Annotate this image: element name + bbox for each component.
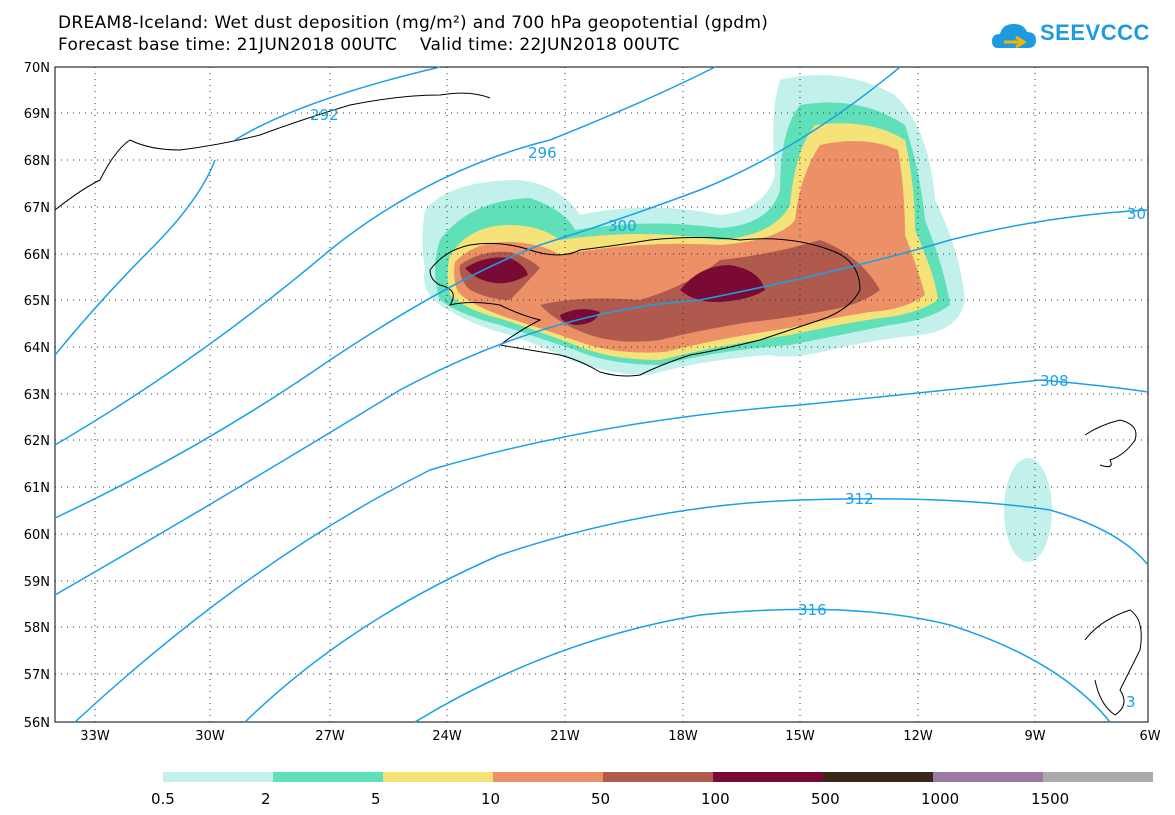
logo-text: SEEVCCC: [1040, 20, 1150, 45]
lat-label: 65N: [24, 294, 50, 309]
legend-swatch: [603, 772, 713, 782]
lat-label: 67N: [24, 201, 50, 216]
legend-swatch: [163, 772, 273, 782]
map-title: DREAM8-Iceland: Wet dust deposition (mg/…: [58, 13, 769, 33]
lon-label: 18W: [668, 729, 698, 744]
lon-label: 33W: [80, 729, 110, 744]
lat-label: 66N: [24, 248, 50, 263]
lat-label: 58N: [24, 621, 50, 636]
lat-label: 64N: [24, 341, 50, 356]
lat-label: 63N: [24, 388, 50, 403]
contour-label: 316: [798, 601, 827, 619]
lon-label: 9W: [1024, 729, 1045, 744]
contour-label: 30: [1127, 205, 1146, 223]
lat-label: 57N: [24, 668, 50, 683]
legend-colorbar: [163, 772, 1153, 782]
lat-label: 60N: [24, 528, 50, 543]
lat-label: 62N: [24, 434, 50, 449]
lon-label: 6W: [1139, 729, 1160, 744]
lon-label: 27W: [315, 729, 345, 744]
contour-label: 300: [608, 217, 637, 235]
legend-label: 100: [701, 790, 730, 808]
map-subtitle: Forecast base time: 21JUN2018 00UTC Vali…: [58, 35, 680, 55]
legend-label: 50: [591, 790, 611, 808]
legend-label: 1000: [921, 790, 960, 808]
contour-label: 312: [845, 490, 874, 508]
lat-label: 68N: [24, 154, 50, 169]
legend-swatch: [273, 772, 383, 782]
legend-label: 5: [371, 790, 381, 808]
legend-label: 0.5: [151, 790, 175, 808]
legend-swatch: [493, 772, 603, 782]
contour-labels: 292 296 300 308 312 316 30 3: [310, 106, 1146, 711]
legend-label: 10: [481, 790, 501, 808]
lat-label: 70N: [24, 61, 50, 76]
logo: [992, 24, 1036, 49]
lon-label: 24W: [432, 729, 462, 744]
latitude-labels: 70N 69N 68N 67N 66N 65N 64N 63N 62N 61N …: [24, 61, 50, 731]
geopotential-contours: [54, 66, 1149, 723]
legend-swatch: [1043, 772, 1153, 782]
contour-label: 3: [1126, 693, 1136, 711]
lat-label: 59N: [24, 575, 50, 590]
contour-label: 308: [1040, 372, 1069, 390]
lon-label: 15W: [785, 729, 815, 744]
lat-label: 69N: [24, 107, 50, 122]
lat-label: 56N: [24, 716, 50, 731]
cloud-icon: [992, 24, 1036, 49]
legend-swatch: [713, 772, 823, 782]
longitude-labels: 33W 30W 27W 24W 21W 18W 15W 12W 9W 6W: [80, 729, 1160, 744]
legend-label: 2: [261, 790, 271, 808]
lon-label: 12W: [903, 729, 933, 744]
lon-label: 30W: [195, 729, 225, 744]
legend-swatch: [823, 772, 933, 782]
legend-swatch: [383, 772, 493, 782]
legend-swatch: [933, 772, 1043, 782]
legend-label: 500: [811, 790, 840, 808]
lat-label: 61N: [24, 481, 50, 496]
graticule: [55, 67, 1148, 722]
contour-label: 296: [528, 144, 557, 162]
legend-label: 1500: [1031, 790, 1070, 808]
contour-label: 292: [310, 106, 339, 124]
lon-label: 21W: [550, 729, 580, 744]
